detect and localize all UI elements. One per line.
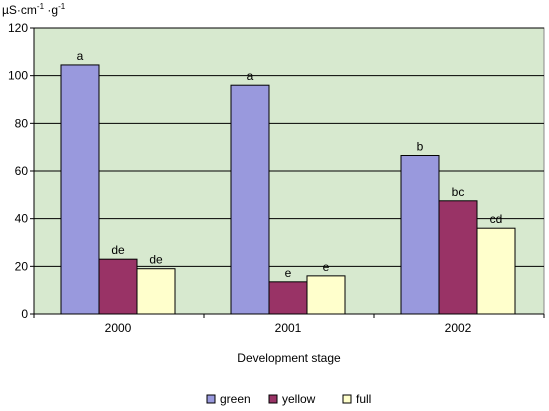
legend-label-green: green xyxy=(220,392,251,406)
data-label: de xyxy=(111,243,125,257)
bar-green-2000 xyxy=(60,64,100,315)
y-axis-unit-exponent-2: -1 xyxy=(58,2,66,11)
legend-label-yellow: yellow xyxy=(282,392,316,406)
legend-label-full: full xyxy=(356,392,371,406)
y-tick-label: 120 xyxy=(8,21,28,35)
y-tick-label: 0 xyxy=(21,307,28,321)
data-labels: a de de a e e b bc cd xyxy=(77,49,503,280)
bar-full-2001 xyxy=(306,275,346,315)
data-label: de xyxy=(149,253,163,267)
legend-swatch-full xyxy=(342,394,352,404)
legend: green yellow full xyxy=(206,392,371,406)
y-tick-label: 80 xyxy=(15,116,29,130)
bar-green-2002 xyxy=(400,155,440,315)
data-label: cd xyxy=(490,212,503,226)
bar-full-2000 xyxy=(136,268,176,315)
bar-yellow-2000 xyxy=(98,258,138,315)
y-axis-unit-mid: ·g xyxy=(44,3,58,17)
y-axis-unit-label: µS·cm-1 ·g-1 xyxy=(2,2,66,17)
data-label: a xyxy=(247,69,254,83)
data-label: b xyxy=(417,140,424,154)
x-tick-label: 2002 xyxy=(445,321,472,335)
legend-swatch-yellow xyxy=(268,394,278,404)
axes: 0 20 40 60 80 100 120 2000 2001 2002 xyxy=(8,21,545,335)
bar-yellow-2002 xyxy=(438,200,478,315)
y-axis-unit-exponent-1: -1 xyxy=(37,2,45,11)
bar-yellow-2001 xyxy=(268,281,308,315)
data-label: e xyxy=(323,260,330,274)
x-tick-label: 2000 xyxy=(105,321,132,335)
bar-full-2002 xyxy=(476,227,516,315)
y-tick-label: 20 xyxy=(15,259,29,273)
y-tick-label: 60 xyxy=(15,164,29,178)
bars xyxy=(60,64,516,315)
data-label: e xyxy=(285,266,292,280)
legend-swatch-green xyxy=(206,394,216,404)
y-tick-label: 40 xyxy=(15,212,29,226)
data-label: a xyxy=(77,49,84,63)
y-tick-label: 100 xyxy=(8,69,28,83)
x-axis-title: Development stage xyxy=(237,351,341,365)
bar-green-2001 xyxy=(230,84,270,315)
x-tick-label: 2001 xyxy=(275,321,302,335)
data-label: bc xyxy=(452,185,465,199)
